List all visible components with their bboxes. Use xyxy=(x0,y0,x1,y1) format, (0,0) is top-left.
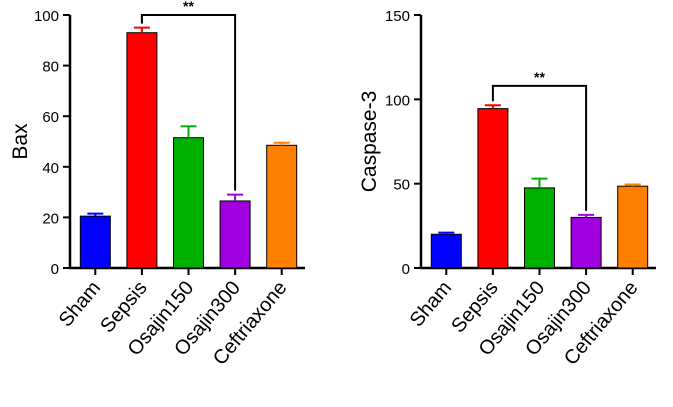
bar-osajin150 xyxy=(173,137,204,269)
significance-label: ** xyxy=(183,0,194,14)
y-tick-label: 150 xyxy=(385,8,410,25)
bar-sepsis xyxy=(477,108,509,269)
caspase3-chart-panel: 050100150Caspase-3ShamSepsisOsajin150Osa… xyxy=(358,8,656,370)
y-axis-title: Bax xyxy=(9,123,32,160)
y-tick-label: 100 xyxy=(385,92,410,109)
y-tick-label: 100 xyxy=(34,8,59,25)
bar-sham xyxy=(79,215,111,269)
y-tick-label: 0 xyxy=(51,261,59,278)
y-tick-label: 40 xyxy=(42,160,59,177)
bar-sham xyxy=(430,233,462,269)
y-tick-label: 50 xyxy=(393,177,410,194)
y-tick-label: 20 xyxy=(42,210,59,227)
y-axis-title: Caspase-3 xyxy=(358,91,381,193)
bar-osajin300 xyxy=(570,216,602,269)
significance-bracket xyxy=(491,84,588,211)
bar-osajin150 xyxy=(524,187,555,269)
bar-ceftriaxone xyxy=(266,144,298,269)
significance-label: ** xyxy=(534,69,545,85)
bar-sepsis xyxy=(126,32,158,269)
y-tick-label: 80 xyxy=(42,59,59,76)
significance-bracket xyxy=(140,14,237,191)
bar-osajin300 xyxy=(219,200,251,269)
y-tick-label: 60 xyxy=(42,109,59,126)
bax-chart-panel: 020406080100BaxShamSepsisOsajin150Osajin… xyxy=(9,0,305,370)
bar-ceftriaxone xyxy=(617,185,649,269)
y-tick-label: 0 xyxy=(402,261,410,278)
